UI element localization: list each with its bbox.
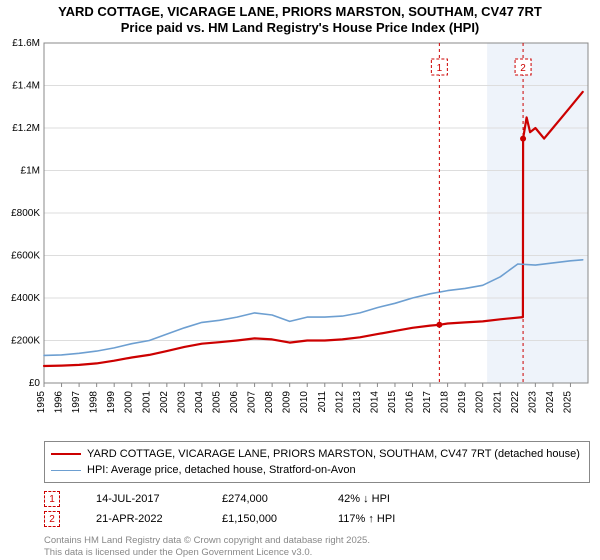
svg-text:2017: 2017 <box>422 391 433 414</box>
sale-date-2: 21-APR-2022 <box>96 513 186 525</box>
footer-line-2: This data is licensed under the Open Gov… <box>44 547 590 559</box>
svg-text:2010: 2010 <box>299 391 310 414</box>
svg-text:2016: 2016 <box>405 391 416 414</box>
svg-text:2025: 2025 <box>562 391 573 414</box>
chart-area: £0 £200K £400K £600K £800K £1M £1.2M £1.4M £1.6M… <box>0 35 600 435</box>
svg-text:2001: 2001 <box>141 391 152 414</box>
svg-text:2012: 2012 <box>334 391 345 414</box>
svg-text:£1.6M: £1.6M <box>12 38 40 49</box>
svg-text:2009: 2009 <box>282 391 293 414</box>
svg-text:2015: 2015 <box>387 391 398 414</box>
svg-text:2003: 2003 <box>176 391 187 414</box>
sale-row-2: 2 21-APR-2022 £1,150,000 117% ↑ HPI <box>44 509 590 529</box>
svg-text:2008: 2008 <box>264 391 275 414</box>
svg-text:1996: 1996 <box>54 391 65 414</box>
svg-text:1: 1 <box>437 63 443 74</box>
svg-text:2004: 2004 <box>194 391 205 414</box>
svg-text:2011: 2011 <box>317 391 328 413</box>
svg-text:£600K: £600K <box>11 251 40 262</box>
legend: YARD COTTAGE, VICARAGE LANE, PRIORS MARS… <box>44 441 590 483</box>
title-line-2: Price paid vs. HM Land Registry's House … <box>8 20 592 35</box>
svg-text:2021: 2021 <box>492 391 503 414</box>
svg-text:£1M: £1M <box>21 166 40 177</box>
svg-text:1995: 1995 <box>36 391 47 414</box>
svg-text:2022: 2022 <box>510 391 521 414</box>
svg-text:2002: 2002 <box>159 391 170 414</box>
svg-text:2007: 2007 <box>247 391 258 414</box>
title-line-1: YARD COTTAGE, VICARAGE LANE, PRIORS MARS… <box>8 4 592 19</box>
svg-text:£400K: £400K <box>11 293 40 304</box>
svg-text:2019: 2019 <box>457 391 468 414</box>
title-block: YARD COTTAGE, VICARAGE LANE, PRIORS MARS… <box>0 0 600 35</box>
svg-text:2020: 2020 <box>475 391 486 414</box>
svg-text:2: 2 <box>520 63 526 74</box>
footer: Contains HM Land Registry data © Crown c… <box>44 535 590 559</box>
legend-label-property: YARD COTTAGE, VICARAGE LANE, PRIORS MARS… <box>87 448 580 460</box>
svg-text:2005: 2005 <box>211 391 222 414</box>
svg-text:1997: 1997 <box>71 391 82 414</box>
svg-text:1999: 1999 <box>106 391 117 414</box>
sale-marker-2: 2 <box>44 511 60 527</box>
legend-swatch-hpi <box>51 470 81 471</box>
chart-container: YARD COTTAGE, VICARAGE LANE, PRIORS MARS… <box>0 0 600 560</box>
sale-delta-1: 42% ↓ HPI <box>338 493 428 505</box>
svg-text:2000: 2000 <box>124 391 135 414</box>
svg-text:£800K: £800K <box>11 208 40 219</box>
sale-price-1: £274,000 <box>222 493 302 505</box>
sale-delta-2: 117% ↑ HPI <box>338 513 428 525</box>
svg-text:1998: 1998 <box>89 391 100 414</box>
legend-swatch-property <box>51 453 81 455</box>
legend-label-hpi: HPI: Average price, detached house, Stra… <box>87 464 356 476</box>
chart-svg: £0 £200K £400K £600K £800K £1M £1.2M £1.4M £1.6M… <box>0 35 600 435</box>
svg-text:2024: 2024 <box>545 391 556 414</box>
svg-text:£0: £0 <box>29 378 41 389</box>
svg-text:£1.2M: £1.2M <box>12 123 40 134</box>
sale-date-1: 14-JUL-2017 <box>96 493 186 505</box>
legend-row-property: YARD COTTAGE, VICARAGE LANE, PRIORS MARS… <box>51 446 583 462</box>
sale-marker-1: 1 <box>44 491 60 507</box>
svg-text:2014: 2014 <box>369 391 380 414</box>
svg-text:2013: 2013 <box>352 391 363 414</box>
sale-row-1: 1 14-JUL-2017 £274,000 42% ↓ HPI <box>44 489 590 509</box>
legend-row-hpi: HPI: Average price, detached house, Stra… <box>51 462 583 478</box>
sale-price-2: £1,150,000 <box>222 513 302 525</box>
sales-table: 1 14-JUL-2017 £274,000 42% ↓ HPI 2 21-AP… <box>44 489 590 529</box>
footer-line-1: Contains HM Land Registry data © Crown c… <box>44 535 590 547</box>
svg-text:2006: 2006 <box>229 391 240 414</box>
svg-text:£1.4M: £1.4M <box>12 81 40 92</box>
svg-text:2018: 2018 <box>440 391 451 414</box>
svg-text:£200K: £200K <box>11 336 40 347</box>
svg-text:2023: 2023 <box>527 391 538 414</box>
